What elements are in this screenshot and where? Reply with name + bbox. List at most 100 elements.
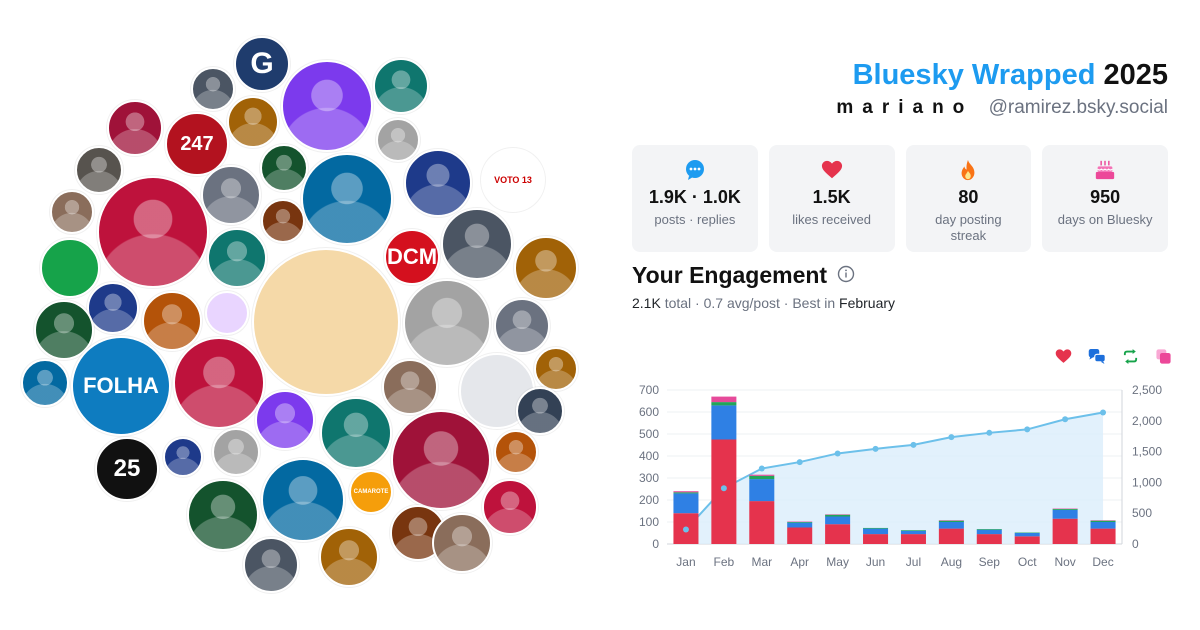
avatar[interactable] (403, 279, 491, 367)
avatar[interactable] (260, 144, 308, 192)
avatar-logo[interactable]: DCM (384, 229, 440, 285)
x-tick-label: Jan (676, 555, 695, 569)
engagement-title: Your Engagement (632, 262, 828, 288)
avatar[interactable] (404, 149, 472, 217)
avatar[interactable] (50, 190, 94, 234)
avatar[interactable] (107, 100, 163, 156)
repost-icon[interactable] (1122, 348, 1139, 370)
avatar[interactable] (373, 58, 429, 114)
bar-segment (711, 402, 737, 406)
bar-segment (1090, 528, 1116, 544)
avatar-logo[interactable]: 25 (95, 437, 159, 501)
y-tick-label: 0 (652, 537, 659, 551)
avatar-logo[interactable]: VOTO 13 (481, 148, 545, 212)
engagement-summary: 2.1K total · 0.7 avg/post · Best in Febr… (632, 295, 1172, 311)
reply-icon[interactable] (1088, 348, 1106, 370)
stat-value: 1.9K · 1.0K (648, 187, 741, 207)
cumulative-point (720, 485, 727, 492)
avatar[interactable] (514, 236, 578, 300)
heart-icon[interactable] (1055, 348, 1072, 370)
cumulative-point (1062, 416, 1069, 423)
quote-icon[interactable] (1155, 348, 1172, 370)
stat-card-days: 950 days on Bluesky (1042, 145, 1168, 252)
avatar[interactable] (494, 430, 538, 474)
avatar[interactable] (255, 390, 315, 450)
user-handle[interactable]: @ramirez.bsky.social (988, 97, 1168, 118)
stat-value: 1.5K (812, 187, 851, 207)
avatar[interactable] (391, 410, 491, 510)
avatar-cloud: G 247 VOTO 13 DCM FOLHA 25 CAMAROTE (21, 36, 578, 593)
avatar[interactable] (252, 248, 400, 396)
bar-segment (976, 534, 1002, 544)
engagement-heading: Your Engagement (632, 262, 1172, 289)
bar-segment (900, 530, 926, 531)
x-tick-label: Mar (751, 555, 772, 569)
x-tick-label: Dec (1092, 555, 1113, 569)
avatar[interactable] (382, 359, 438, 415)
stat-label: days on Bluesky (1057, 212, 1153, 227)
info-icon[interactable] (837, 262, 855, 289)
bar-segment (938, 528, 964, 544)
cumulative-point (796, 459, 803, 466)
avatar[interactable] (75, 146, 123, 194)
avatar-logo[interactable]: G (234, 36, 290, 92)
y2-tick-label: 1,500 (1132, 445, 1162, 459)
avatar[interactable] (163, 437, 203, 477)
avatar-logo[interactable]: CAMAROTE (349, 470, 393, 514)
cumulative-point (910, 441, 917, 448)
y-tick-label: 700 (639, 383, 659, 397)
avatar[interactable] (319, 527, 379, 587)
avatar[interactable] (34, 300, 94, 360)
bar-segment (900, 534, 926, 544)
avatar[interactable] (534, 347, 578, 391)
avatar[interactable] (261, 199, 305, 243)
avatar[interactable] (320, 397, 392, 469)
avatar[interactable] (173, 337, 265, 429)
avatar[interactable] (21, 359, 69, 407)
avatar[interactable] (376, 118, 420, 162)
stat-label: day posting streak (935, 212, 1002, 243)
bar-segment (825, 516, 851, 525)
bar-segment (1090, 520, 1116, 522)
avatar[interactable] (494, 298, 550, 354)
avatar[interactable] (187, 479, 259, 551)
avatar[interactable] (191, 67, 235, 111)
y-tick-label: 400 (639, 449, 659, 463)
brand-title: Bluesky Wrapped (852, 59, 1096, 91)
bar-segment (711, 396, 737, 403)
avatar[interactable] (281, 60, 373, 152)
bar-segment (1052, 509, 1078, 510)
avatar[interactable] (301, 153, 393, 245)
avatar[interactable] (432, 513, 492, 573)
cumulative-line (685, 411, 1104, 531)
avatar-logo[interactable]: 247 (165, 112, 229, 176)
bar-segment (749, 479, 775, 502)
bar-segment (938, 520, 964, 522)
avatar[interactable] (482, 479, 538, 535)
bar-segment (825, 524, 851, 544)
x-tick-label: Jul (906, 555, 921, 569)
avatar[interactable] (87, 282, 139, 334)
avatar-logo-text: VOTO 13 (494, 174, 532, 185)
bar-segment (749, 474, 775, 476)
cumulative-point (1024, 426, 1031, 433)
bar-segment (749, 501, 775, 544)
avatar[interactable] (227, 96, 279, 148)
avatar[interactable] (207, 228, 267, 288)
avatar[interactable] (441, 208, 513, 280)
avatar[interactable] (516, 387, 564, 435)
avatar[interactable] (40, 238, 100, 298)
x-tick-label: Apr (790, 555, 809, 569)
avatar[interactable] (212, 428, 260, 476)
avatar[interactable] (261, 458, 345, 542)
user-line: mariano @ramirez.bsky.social (836, 96, 1168, 120)
bar-segment (1014, 536, 1040, 544)
avatar-logo[interactable]: FOLHA (71, 336, 171, 436)
bar-segment (976, 529, 1002, 530)
avatar[interactable] (205, 291, 249, 335)
avatar[interactable] (97, 176, 209, 288)
stat-card-likes: 1.5K likes received (768, 145, 895, 252)
avatar[interactable] (142, 291, 202, 351)
avatar[interactable] (201, 165, 261, 225)
avatar[interactable] (243, 537, 299, 593)
